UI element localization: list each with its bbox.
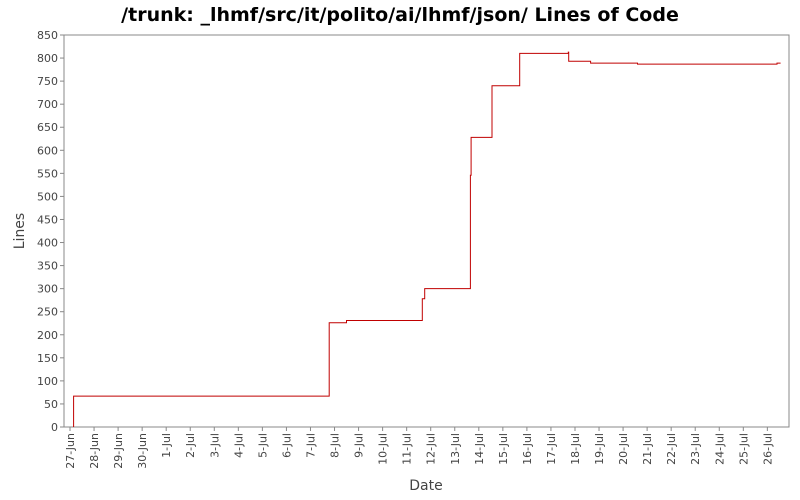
x-tick-label: 9-Jul [353, 433, 366, 458]
x-tick-label: 12-Jul [425, 433, 438, 465]
x-tick-label: 27-Jun [64, 433, 77, 469]
x-tick-label: 18-Jul [569, 433, 582, 465]
chart-title: /trunk: _lhmf/src/it/polito/ai/lhmf/json… [121, 4, 679, 26]
x-tick-label: 24-Jul [713, 433, 726, 465]
x-tick-label: 19-Jul [593, 433, 606, 465]
x-tick-label: 21-Jul [641, 433, 654, 465]
x-tick-label: 20-Jul [617, 433, 630, 465]
y-tick-label: 200 [37, 329, 58, 342]
y-axis: 0 50 100 150 200 250 300 350 400 450 500 550 600 650 7… [37, 29, 64, 434]
y-tick-label: 300 [37, 283, 58, 296]
y-tick-label: 500 [37, 190, 58, 203]
x-tick-label: 22-Jul [665, 433, 678, 465]
x-tick-label: 23-Jul [689, 433, 702, 465]
x-tick-label: 6-Jul [280, 433, 293, 458]
y-tick-label: 700 [37, 98, 58, 111]
x-tick-label: 11-Jul [401, 433, 414, 465]
y-tick-label: 350 [37, 260, 58, 273]
y-tick-label: 150 [37, 352, 58, 365]
y-tick-label: 850 [37, 29, 58, 42]
y-tick-label: 800 [37, 52, 58, 65]
x-tick-label: 25-Jul [737, 433, 750, 465]
x-tick-label: 2-Jul [184, 433, 197, 458]
x-tick-label: 29-Jun [112, 433, 125, 469]
series-layer [73, 51, 781, 427]
y-tick-label: 750 [37, 75, 58, 88]
y-tick-label: 250 [37, 306, 58, 319]
series-line [73, 51, 781, 427]
x-tick-label: 10-Jul [377, 433, 390, 465]
y-tick-label: 50 [44, 398, 58, 411]
x-tick-label: 17-Jul [545, 433, 558, 465]
y-tick-label: 650 [37, 121, 58, 134]
x-tick-label: 3-Jul [208, 433, 221, 458]
y-tick-label: 600 [37, 144, 58, 157]
x-tick-label: 15-Jul [497, 433, 510, 465]
plot-area [63, 34, 790, 428]
y-tick-label: 400 [37, 237, 58, 250]
y-tick-label: 100 [37, 375, 58, 388]
x-tick-label: 8-Jul [329, 433, 342, 458]
x-tick-label: 14-Jul [473, 433, 486, 465]
x-tick-label: 4-Jul [232, 433, 245, 458]
x-tick-label: 5-Jul [256, 433, 269, 458]
x-tick-label: 30-Jun [136, 433, 149, 469]
y-tick-label: 0 [51, 421, 58, 434]
x-tick-label: 26-Jul [761, 433, 774, 465]
x-axis-label: Date [409, 478, 442, 494]
x-axis: 27-Jun 28-Jun 29-Jun 30-Jun 1-Jul 2-Jul 3-Jul 4… [64, 427, 774, 469]
y-axis-label: Lines [12, 213, 28, 249]
y-tick-label: 450 [37, 213, 58, 226]
x-tick-label: 1-Jul [160, 433, 173, 458]
x-tick-label: 7-Jul [304, 433, 317, 458]
y-tick-label: 550 [37, 167, 58, 180]
x-tick-label: 16-Jul [521, 433, 534, 465]
x-tick-label: 28-Jun [88, 433, 101, 469]
x-tick-label: 13-Jul [449, 433, 462, 465]
